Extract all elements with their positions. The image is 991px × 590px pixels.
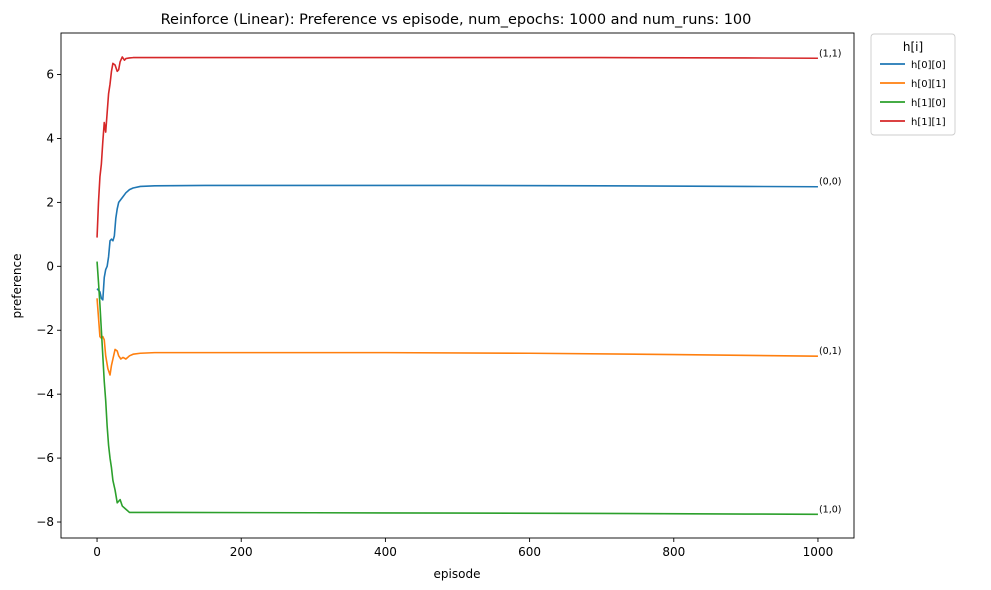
- legend-title: h[i]: [903, 40, 923, 54]
- y-tick-label: −4: [36, 387, 54, 401]
- plot-area: (0,0) (0,1) (1,0) (1,1): [96, 48, 842, 516]
- legend: h[i] h[0][0] h[0][1] h[1][0] h[1][1]: [870, 33, 956, 136]
- plot-frame: [60, 32, 855, 539]
- series-line-h[0][1]: [96, 298, 818, 376]
- legend-entry-label: h[0][0]: [911, 60, 946, 71]
- series-end-label: (0,0): [819, 177, 842, 188]
- series-line-h[0][0]: [96, 184, 818, 301]
- chart-title: Reinforce (Linear): Preference vs episod…: [161, 12, 752, 28]
- y-tick-label: 2: [46, 195, 54, 209]
- series-end-label: (1,1): [819, 48, 842, 59]
- legend-entry-label: h[0][1]: [911, 79, 946, 90]
- x-tick-label: 200: [230, 545, 253, 559]
- y-tick-label: 6: [46, 68, 54, 82]
- y-axis-title: preference: [10, 254, 24, 319]
- legend-box: [870, 33, 956, 136]
- x-tick-label: 400: [374, 545, 397, 559]
- series-line-h[1][1]: [96, 56, 818, 238]
- x-tick-label: 600: [518, 545, 541, 559]
- series-end-label: (1,0): [819, 504, 842, 515]
- x-axis-title: episode: [434, 567, 481, 581]
- x-tick-label: 0: [93, 545, 101, 559]
- y-tick-label: −6: [36, 451, 54, 465]
- series-end-label: (0,1): [819, 346, 842, 357]
- y-axis: −8 −6 −4 −2 0 2 4 6: [36, 68, 61, 529]
- x-tick-label: 1000: [803, 545, 834, 559]
- x-tick-label: 800: [662, 545, 685, 559]
- legend-entry-label: h[1][1]: [911, 117, 946, 128]
- y-tick-label: −8: [36, 515, 54, 529]
- y-tick-label: 4: [46, 131, 54, 145]
- series-line-h[1][0]: [96, 261, 818, 516]
- legend-entry-label: h[1][0]: [911, 98, 946, 109]
- y-tick-label: 0: [46, 259, 54, 273]
- y-tick-label: −2: [36, 323, 54, 337]
- x-axis: 0 200 400 600 800 1000: [93, 538, 833, 559]
